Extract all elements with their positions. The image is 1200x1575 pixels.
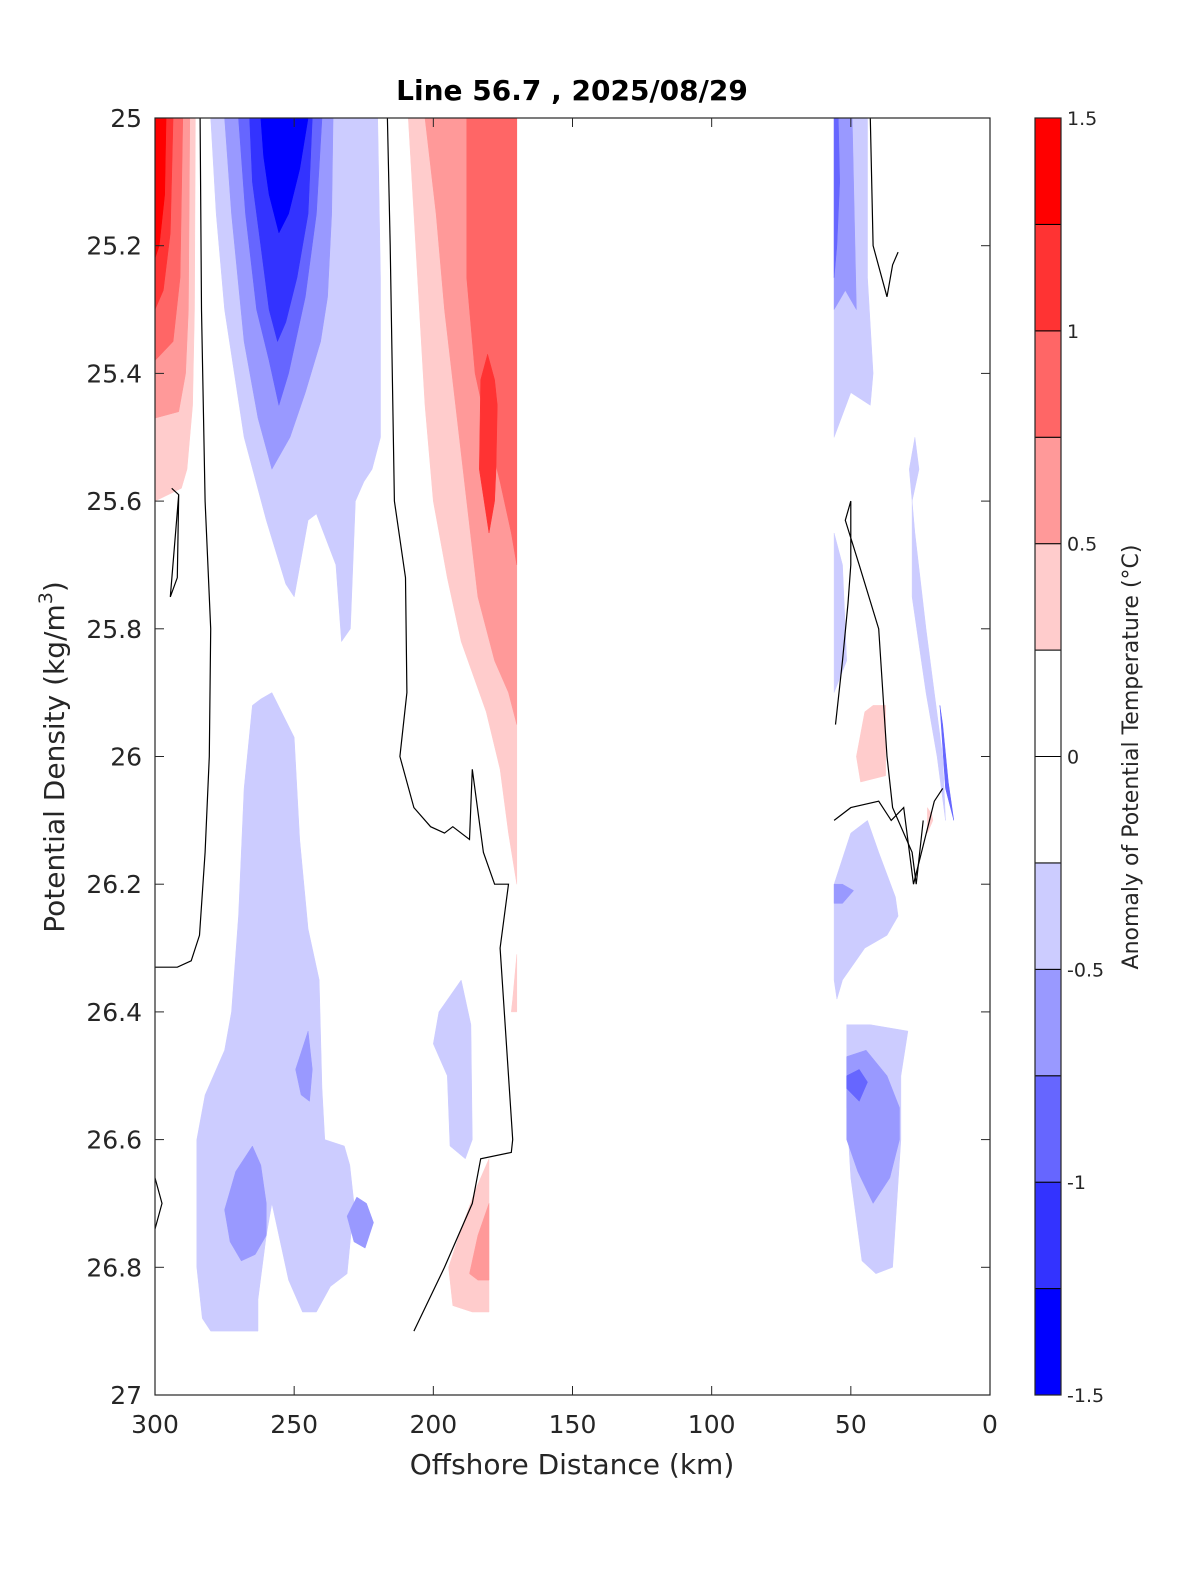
colorbar-bin-6 [1034, 649, 1062, 757]
contour-fill-25 [909, 437, 946, 821]
zero-contour-line-0 [155, 118, 212, 968]
colorbar-bin-11 [1034, 117, 1062, 225]
contour-fill-28 [856, 705, 886, 783]
contour-fill-14 [511, 954, 518, 1013]
y-axis-label-end: ) [38, 581, 71, 592]
colorbar-tick-label: 1.5 [1067, 108, 1097, 130]
x-axis-label: Offshore Distance (km) [410, 1448, 735, 1481]
y-tick-label: 25 [110, 104, 142, 133]
y-axis: 25 25.2 25.4 25.6 25.8 26 26.2 26.4 26.6 26.8 27 [86, 104, 990, 1410]
x-tick-label: 100 [688, 1410, 736, 1439]
zero-contour-lines [155, 118, 944, 1332]
y-tick-label: 26.6 [86, 1126, 142, 1155]
y-tick-label: 25.8 [86, 615, 142, 644]
x-tick-label: 0 [982, 1410, 998, 1439]
zero-contour-line-6 [833, 788, 944, 885]
zero-contour-line-4 [869, 118, 899, 297]
x-tick-label: 50 [835, 1410, 867, 1439]
y-tick-label: 26.8 [86, 1253, 142, 1282]
y-tick-label: 25.4 [86, 359, 142, 388]
contour-fill-9 [260, 118, 309, 234]
zero-contour-line-2 [155, 1177, 163, 1230]
colorbar-bin-3 [1034, 968, 1062, 1077]
x-tick-label: 150 [549, 1410, 597, 1439]
contour-fill-31 [833, 883, 854, 904]
colorbar-tick-label: -1 [1067, 1172, 1086, 1194]
contour-fill-18 [346, 1196, 374, 1249]
contour-fill-30 [833, 819, 899, 1000]
y-tick-label: 26.2 [86, 870, 142, 899]
zero-contour-line-5 [834, 500, 924, 885]
contour-fill-4 [155, 118, 167, 259]
contour-fill-24 [833, 118, 840, 278]
y-tick-label: 27 [110, 1381, 142, 1410]
colorbar-tick-label: 0.5 [1067, 534, 1097, 556]
zero-contour-line-3 [386, 118, 514, 1332]
contour-fill-21 [469, 1203, 490, 1281]
y-axis-label: Potential Density (kg/m3) [35, 581, 71, 933]
colorbar: 1.5 1 0.5 0 -0.5 -1 -1.5 [1034, 108, 1104, 1407]
x-axis: 300 250 200 150 100 50 0 [131, 118, 998, 1439]
colorbar-tick-label: 0 [1067, 747, 1079, 769]
colorbar-bin-7 [1034, 543, 1062, 651]
chart-title: Line 56.7 , 2025/08/29 [396, 74, 748, 107]
y-tick-label: 25.6 [86, 487, 142, 516]
y-axis-label-superscript: 3 [35, 592, 57, 604]
contour-fill-16 [224, 1145, 267, 1262]
contour-fill-26 [939, 705, 955, 821]
colorbar-tick-label: 1 [1067, 321, 1079, 343]
x-tick-label: 300 [131, 1410, 179, 1439]
contour-fill-19 [433, 979, 473, 1160]
colorbar-tick-label: -0.5 [1067, 959, 1104, 981]
colorbar-bin-2 [1034, 1075, 1062, 1183]
zero-contour-line-1 [169, 487, 180, 598]
colorbar-frame [1034, 117, 1062, 1396]
colorbar-bin-5 [1034, 756, 1062, 864]
filled-contours [155, 118, 955, 1332]
x-tick-label: 250 [270, 1410, 318, 1439]
colorbar-tick-label: -1.5 [1067, 1385, 1104, 1407]
y-tick-label: 25.2 [86, 232, 142, 261]
contour-fill-12 [466, 118, 518, 565]
colorbar-bin-10 [1034, 223, 1062, 332]
contour-fill-23 [833, 118, 857, 311]
x-tick-label: 200 [409, 1410, 457, 1439]
colorbar-bin-1 [1034, 1181, 1062, 1290]
y-axis-label-main: Potential Density (kg/m [38, 604, 71, 933]
y-tick-label: 26 [110, 743, 142, 772]
colorbar-label: Anomaly of Potential Temperature (°C) [1119, 545, 1144, 970]
colorbar-bin-9 [1034, 330, 1062, 438]
y-tick-label: 26.4 [86, 998, 142, 1027]
colorbar-bin-4 [1034, 862, 1062, 970]
contour-fill-13 [479, 353, 498, 534]
colorbar-bin-8 [1034, 436, 1062, 545]
colorbar-bin-0 [1034, 1288, 1062, 1396]
contour-fill-17 [295, 1031, 313, 1102]
contour-fill-34 [846, 1069, 868, 1102]
